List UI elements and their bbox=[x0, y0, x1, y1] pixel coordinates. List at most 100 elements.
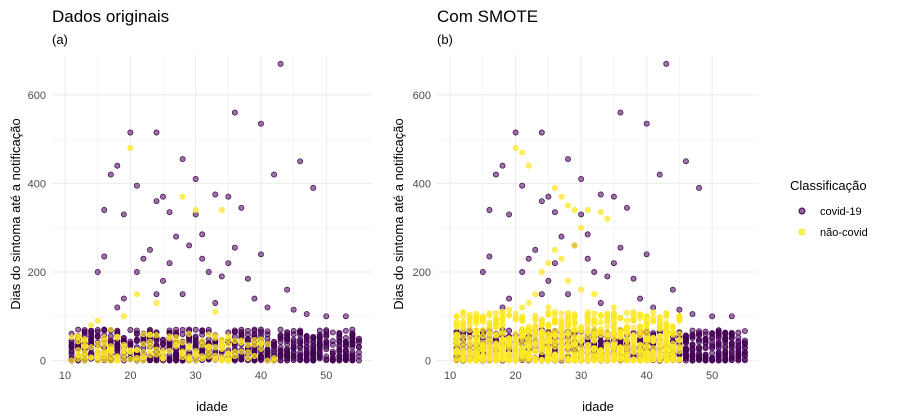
naocovid-point bbox=[512, 357, 519, 364]
covid-point bbox=[479, 269, 486, 275]
naocovid-point bbox=[624, 357, 630, 364]
naocovid-point bbox=[565, 314, 571, 321]
naocovid-point bbox=[676, 343, 683, 350]
covid-point bbox=[702, 336, 709, 343]
covid-point bbox=[225, 260, 232, 267]
naocovid-point bbox=[493, 310, 499, 317]
naocovid-point bbox=[479, 313, 486, 320]
covid-point bbox=[192, 176, 199, 182]
covid-point bbox=[610, 193, 617, 200]
covid-point bbox=[173, 357, 180, 364]
naocovid-point bbox=[453, 355, 460, 362]
naocovid-point bbox=[551, 356, 558, 363]
naocovid-point bbox=[473, 317, 480, 323]
naocovid-point bbox=[630, 311, 637, 318]
covid-point bbox=[101, 327, 108, 334]
naocovid-point bbox=[499, 308, 506, 315]
x-tick-label: 20 bbox=[509, 370, 521, 382]
naocovid-point bbox=[558, 332, 565, 339]
naocovid-point bbox=[199, 355, 206, 362]
naocovid-point bbox=[591, 310, 598, 317]
x-tick-label: 40 bbox=[255, 370, 267, 382]
covid-point bbox=[689, 342, 696, 349]
naocovid-point bbox=[558, 255, 565, 262]
covid-point bbox=[166, 355, 173, 362]
covid-point bbox=[271, 345, 277, 352]
covid-point bbox=[258, 120, 264, 127]
covid-point bbox=[290, 306, 297, 313]
naocovid-point bbox=[584, 341, 591, 348]
naocovid-point bbox=[663, 310, 670, 317]
naocovid-point bbox=[493, 345, 499, 352]
naocovid-point bbox=[466, 327, 473, 334]
covid-point bbox=[702, 351, 709, 358]
y-tick-label: 200 bbox=[413, 267, 431, 279]
covid-point bbox=[728, 354, 735, 361]
covid-point bbox=[741, 337, 748, 344]
covid-point bbox=[166, 260, 173, 267]
covid-point bbox=[499, 162, 506, 169]
naocovid-point bbox=[453, 313, 460, 320]
naocovid-point bbox=[545, 304, 552, 311]
naocovid-point bbox=[532, 355, 539, 362]
naocovid-point bbox=[604, 215, 611, 222]
covid-point bbox=[231, 109, 238, 116]
naocovid-point bbox=[637, 356, 644, 363]
covid-point bbox=[597, 191, 604, 198]
naocovid-point bbox=[506, 306, 513, 313]
covid-point bbox=[310, 334, 317, 341]
covid-point bbox=[538, 291, 545, 298]
covid-point bbox=[173, 233, 180, 240]
naocovid-point bbox=[486, 355, 493, 362]
naocovid-point bbox=[538, 318, 545, 325]
naocovid-point bbox=[571, 344, 578, 351]
covid-point bbox=[323, 333, 330, 340]
covid-point bbox=[114, 162, 121, 169]
naocovid-point bbox=[676, 330, 683, 337]
naocovid-point bbox=[101, 353, 108, 360]
naocovid-point bbox=[479, 332, 486, 339]
covid-point bbox=[277, 344, 284, 351]
covid-point bbox=[689, 332, 696, 339]
naocovid-point bbox=[258, 340, 264, 347]
covid-point bbox=[284, 286, 291, 293]
naocovid-point bbox=[88, 354, 95, 361]
naocovid-point bbox=[186, 331, 193, 337]
covid-point bbox=[604, 273, 611, 280]
naocovid-point bbox=[571, 326, 578, 333]
covid-point bbox=[244, 327, 251, 334]
naocovid-point bbox=[525, 162, 532, 169]
panel-a-xlabel: idade bbox=[196, 399, 228, 414]
covid-point bbox=[735, 339, 742, 346]
covid-point bbox=[147, 357, 153, 364]
naocovid-point bbox=[506, 339, 513, 346]
covid-point bbox=[493, 171, 499, 178]
covid-point bbox=[94, 269, 101, 275]
covid-point bbox=[728, 331, 735, 338]
covid-point bbox=[81, 328, 88, 335]
naocovid-point bbox=[225, 333, 232, 340]
naocovid-point bbox=[532, 322, 539, 329]
covid-point bbox=[355, 344, 362, 351]
x-tick-label: 10 bbox=[444, 370, 456, 382]
naocovid-point bbox=[486, 330, 493, 337]
covid-point bbox=[323, 343, 330, 350]
naocovid-point bbox=[637, 312, 644, 319]
naocovid-point bbox=[597, 209, 604, 216]
naocovid-point bbox=[584, 321, 591, 328]
naocovid-point bbox=[231, 338, 238, 345]
naocovid-point bbox=[212, 334, 219, 341]
covid-point bbox=[486, 207, 493, 213]
covid-point bbox=[290, 343, 297, 350]
covid-point bbox=[244, 335, 251, 342]
naocovid-point bbox=[133, 354, 140, 361]
covid-point bbox=[173, 352, 180, 358]
covid-point bbox=[722, 339, 729, 346]
x-tick-label: 20 bbox=[124, 370, 136, 382]
covid-point bbox=[133, 330, 140, 337]
naocovid-point bbox=[519, 149, 526, 156]
covid-point bbox=[231, 244, 238, 251]
covid-point bbox=[342, 350, 349, 357]
covid-point bbox=[179, 326, 186, 333]
naocovid-point bbox=[663, 341, 670, 348]
